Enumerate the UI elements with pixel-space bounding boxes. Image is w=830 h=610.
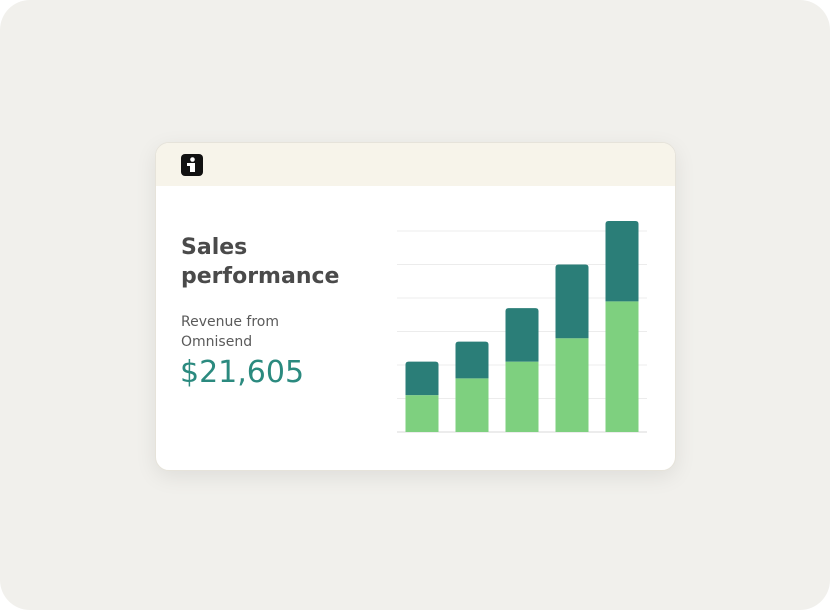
- bar-segment: [505, 361, 539, 432]
- bar-segment: [605, 221, 639, 302]
- card: Sales performance Revenue from Omnisend …: [155, 142, 676, 471]
- logo: [181, 154, 203, 176]
- bar-segment: [605, 301, 639, 432]
- card-header: [156, 143, 675, 186]
- bar-segment: [455, 341, 489, 379]
- revenue-value: $21,605: [180, 355, 305, 390]
- bar-segment: [455, 378, 489, 432]
- bar-segment: [555, 264, 589, 339]
- bar-segment: [405, 395, 439, 432]
- card-subtitle: Revenue from Omnisend: [181, 314, 279, 350]
- card-title: Sales performance: [181, 235, 340, 289]
- bar-segment: [405, 361, 439, 396]
- bar-segment: [555, 338, 589, 432]
- bar-segment: [505, 308, 539, 362]
